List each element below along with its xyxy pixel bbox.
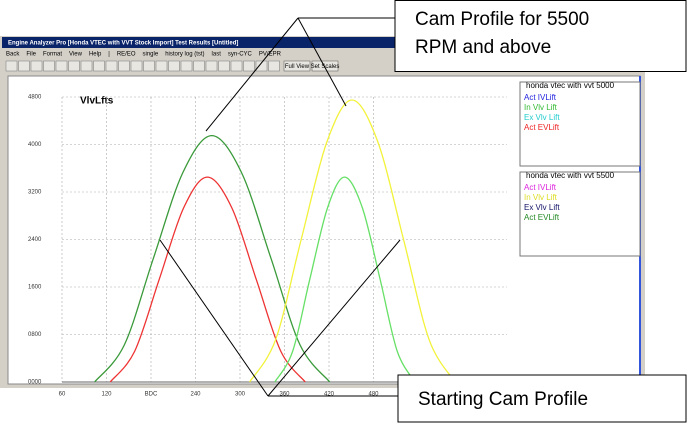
menu-item: View bbox=[69, 52, 83, 58]
menu-bar[interactable]: Back File Format View Help | RE/EO single histor… bbox=[6, 52, 282, 58]
tool-button bbox=[230, 60, 243, 72]
menu-item: single bbox=[143, 52, 159, 58]
callout-text: RPM and above bbox=[415, 37, 551, 58]
legend-entry: Act IVLift bbox=[524, 183, 557, 192]
tool-button bbox=[243, 60, 255, 72]
tool-button bbox=[5, 60, 18, 72]
lift-curve bbox=[94, 134, 331, 383]
tool-button bbox=[180, 60, 193, 72]
callout-text: Starting Cam Profile bbox=[418, 389, 588, 410]
window-title: Engine Analyzer Pro [Honda VTEC with VVT… bbox=[8, 41, 238, 47]
tool-button bbox=[168, 60, 180, 72]
tool-button bbox=[255, 60, 268, 72]
x-tick-label: 480 bbox=[368, 392, 379, 398]
menu-item: RE/EO bbox=[117, 52, 136, 58]
callout-text: Cam Profile for 5500 bbox=[415, 9, 589, 30]
tool-button bbox=[143, 60, 155, 72]
tool-button bbox=[205, 60, 218, 72]
tool-button bbox=[155, 60, 168, 72]
menu-item: Format bbox=[43, 52, 62, 58]
x-tick-label: 240 bbox=[190, 392, 201, 398]
callout-box bbox=[394, 0, 687, 72]
tool-button bbox=[18, 60, 30, 72]
tool-button bbox=[80, 60, 93, 72]
x-tick-label: 120 bbox=[101, 392, 112, 398]
y-tick-label: 0000 bbox=[28, 380, 42, 386]
x-tick-label: 60 bbox=[59, 392, 66, 398]
callout-line bbox=[159, 239, 269, 397]
legend-title: honda vtec with vvt 5000 bbox=[526, 81, 615, 90]
tool-button bbox=[268, 60, 280, 72]
menu-item: last bbox=[212, 52, 222, 58]
x-tick-label: 300 bbox=[235, 392, 246, 398]
legend-entry: Ex Vlv Lift bbox=[524, 203, 560, 212]
legend-entry: Act EVLift bbox=[524, 123, 560, 132]
legend-entry: In Vlv Lift bbox=[524, 193, 558, 202]
toolbar: Full ViewSet Scales bbox=[5, 60, 340, 72]
y-tick-label: 2400 bbox=[28, 237, 42, 243]
tool-button bbox=[193, 60, 205, 72]
legend-entry: Act IVLift bbox=[524, 93, 557, 102]
callout-box bbox=[397, 374, 687, 423]
lift-curve bbox=[274, 176, 416, 383]
toolbar-button[interactable]: Full View bbox=[283, 60, 311, 72]
tool-button bbox=[30, 60, 43, 72]
annotation-top: Cam Profile for 5500 RPM and above bbox=[205, 0, 687, 132]
legend-box bbox=[519, 171, 641, 257]
tool-button bbox=[93, 60, 105, 72]
tool-button bbox=[130, 60, 143, 72]
x-tick-label: 420 bbox=[324, 392, 335, 398]
callout-line bbox=[267, 239, 401, 397]
button-label: Full View bbox=[285, 64, 310, 70]
legend-box bbox=[519, 81, 641, 167]
lift-curve bbox=[249, 99, 456, 383]
annotation-bottom: Starting Cam Profile bbox=[159, 239, 687, 423]
toolbar-button[interactable]: Set Scales bbox=[311, 60, 340, 72]
button-face bbox=[283, 60, 311, 72]
lift-curve bbox=[109, 176, 306, 383]
x-tick-label: BDC bbox=[145, 392, 158, 398]
menu-item: Back bbox=[6, 52, 20, 58]
chart-title: VlvLfts bbox=[80, 96, 114, 107]
callout-line bbox=[205, 17, 299, 132]
menu-item: Help bbox=[89, 52, 102, 58]
tool-button bbox=[118, 60, 130, 72]
menu-item: PV/EPR bbox=[259, 52, 282, 58]
tool-button bbox=[43, 60, 55, 72]
x-tick-label: 360 bbox=[279, 392, 290, 398]
tool-button bbox=[68, 60, 80, 72]
menu-item: history log (tst) bbox=[165, 52, 204, 58]
y-tick-label: 4000 bbox=[28, 142, 42, 148]
tool-button bbox=[218, 60, 230, 72]
menu-item: syn-CYC bbox=[228, 52, 253, 58]
y-tick-label: 0800 bbox=[28, 332, 42, 338]
y-tick-label: 4800 bbox=[28, 95, 42, 101]
tool-button bbox=[105, 60, 118, 72]
menu-item: File bbox=[26, 52, 36, 58]
legend-entry: In Vlv Lift bbox=[524, 103, 558, 112]
y-tick-label: 3200 bbox=[28, 190, 42, 196]
y-tick-label: 1600 bbox=[28, 285, 42, 291]
title-bar bbox=[2, 37, 643, 48]
menu-item: | bbox=[108, 52, 110, 58]
tool-button bbox=[55, 60, 68, 72]
button-face bbox=[311, 60, 339, 72]
callout-line bbox=[297, 17, 347, 107]
legend-entry: Ex Vlv Lift bbox=[524, 113, 560, 122]
legend-entry: Act EVLift bbox=[524, 213, 560, 222]
legend-title: honda vtec with vvt 5500 bbox=[526, 171, 615, 180]
